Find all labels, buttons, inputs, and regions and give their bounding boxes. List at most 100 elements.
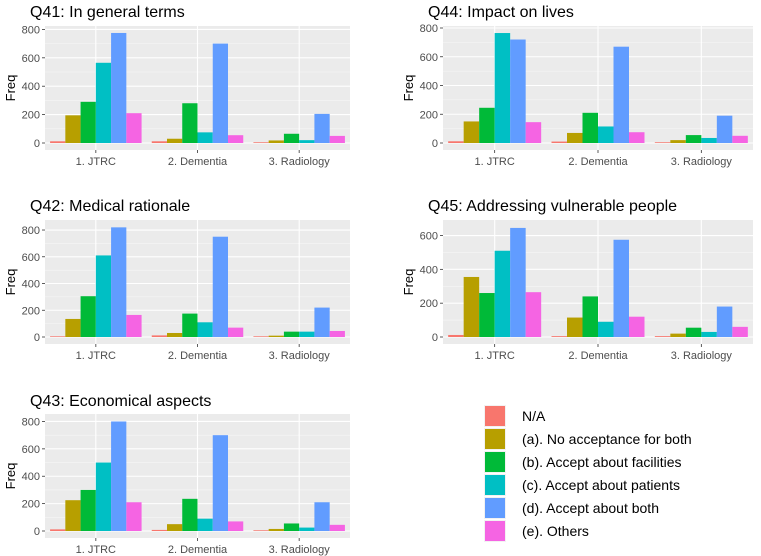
legend-label: (a). No acceptance for both bbox=[522, 431, 692, 447]
bar-c bbox=[299, 331, 315, 337]
x-tick-label: 1. JTRC bbox=[76, 544, 116, 556]
bar-b bbox=[479, 107, 495, 143]
bar-a bbox=[567, 317, 583, 337]
bar-a bbox=[65, 500, 81, 531]
bar-d bbox=[212, 236, 228, 337]
bar-b bbox=[182, 103, 198, 143]
bar-b bbox=[283, 133, 300, 143]
bar-e bbox=[329, 524, 345, 531]
legend-label: (b). Accept about facilities bbox=[522, 454, 682, 470]
bar-c bbox=[598, 321, 614, 337]
bar-a bbox=[65, 318, 81, 337]
chart-title: Q41: In general terms bbox=[30, 4, 185, 21]
q44-panel: Q44: Impact on lives 0 200 400 600 800 1. JTRC… bbox=[401, 4, 753, 168]
bar-b bbox=[80, 101, 96, 143]
bar-a bbox=[567, 132, 583, 143]
q41-panel: Q41: In general terms 0 200 400 600 800 1. JTR… bbox=[3, 4, 350, 168]
bar-na bbox=[551, 141, 567, 143]
x-tick-label: 1. JTRC bbox=[474, 156, 514, 168]
bar-e bbox=[126, 113, 142, 143]
bar-c bbox=[494, 250, 511, 337]
y-tick-label: 200 bbox=[420, 298, 438, 310]
chart-title: Q44: Impact on lives bbox=[428, 4, 574, 21]
x-tick-label: 1. JTRC bbox=[474, 350, 514, 362]
bar-b bbox=[685, 135, 702, 143]
bar-d bbox=[111, 32, 127, 144]
x-tick-label: 1. JTRC bbox=[76, 156, 116, 168]
bar-d bbox=[212, 43, 228, 144]
y-tick-label: 0 bbox=[34, 526, 40, 538]
legend-label: N/A bbox=[522, 408, 546, 424]
bar-c bbox=[197, 322, 213, 337]
bar-c bbox=[299, 140, 315, 143]
bar-e bbox=[629, 132, 645, 143]
bar-c bbox=[95, 62, 112, 143]
y-tick-label: 0 bbox=[432, 332, 438, 344]
bar-na bbox=[654, 142, 671, 143]
bar-d bbox=[111, 227, 127, 337]
y-tick-label: 400 bbox=[420, 264, 438, 276]
bar-a bbox=[167, 138, 183, 143]
bar-b bbox=[283, 331, 300, 337]
y-tick-label: 800 bbox=[22, 416, 40, 428]
bar-b bbox=[582, 296, 598, 337]
bar-c bbox=[494, 33, 511, 143]
x-tick-label: 2. Dementia bbox=[568, 156, 628, 168]
y-tick-label: 400 bbox=[22, 471, 40, 483]
bar-e bbox=[228, 521, 244, 531]
bar-b bbox=[582, 112, 598, 143]
bar-a bbox=[65, 115, 81, 143]
y-tick-label: 0 bbox=[34, 332, 40, 344]
bar-e bbox=[126, 314, 142, 337]
bar-b bbox=[283, 523, 300, 531]
x-tick-label: 2. Dementia bbox=[168, 156, 228, 168]
bar-na bbox=[253, 336, 269, 337]
chart-title: Q42: Medical rationale bbox=[30, 198, 190, 215]
bar-a bbox=[268, 335, 284, 337]
bar-e bbox=[228, 327, 244, 337]
bar-e bbox=[525, 292, 542, 337]
bar-c bbox=[197, 132, 213, 143]
legend-swatch bbox=[485, 498, 505, 518]
y-tick-label: 600 bbox=[420, 52, 438, 64]
bar-b bbox=[80, 296, 96, 337]
bar-d bbox=[613, 46, 629, 143]
chart-title: Q43: Economical aspects bbox=[30, 393, 211, 410]
y-tick-label: 200 bbox=[22, 305, 40, 317]
bar-na bbox=[551, 336, 567, 337]
bar-d bbox=[510, 39, 526, 143]
x-tick-label: 2. Dementia bbox=[168, 350, 228, 362]
legend-label: (d). Accept about both bbox=[522, 500, 659, 516]
q43-panel: Q43: Economical aspects 0 200 400 600 800 1. J… bbox=[3, 393, 350, 556]
bar-d bbox=[314, 502, 330, 531]
legend-label: (c). Accept about patients bbox=[522, 477, 680, 493]
bar-c bbox=[701, 331, 717, 337]
legend-swatch bbox=[485, 452, 505, 472]
x-tick-label: 3. Radiology bbox=[671, 350, 733, 362]
bar-na bbox=[50, 529, 66, 531]
bar-e bbox=[629, 316, 645, 337]
y-axis-label: Freq bbox=[401, 75, 416, 102]
bar-e bbox=[525, 122, 542, 143]
bar-c bbox=[299, 527, 315, 531]
x-tick-label: 3. Radiology bbox=[269, 156, 331, 168]
y-tick-label: 200 bbox=[22, 499, 40, 511]
y-tick-label: 200 bbox=[22, 110, 40, 122]
bar-d bbox=[716, 306, 733, 337]
bar-c bbox=[598, 126, 614, 143]
x-tick-label: 2. Dementia bbox=[568, 350, 628, 362]
y-axis-label: Freq bbox=[3, 269, 18, 296]
bar-b bbox=[182, 313, 198, 337]
y-tick-label: 0 bbox=[34, 138, 40, 150]
y-tick-label: 600 bbox=[420, 231, 438, 243]
bar-d bbox=[212, 435, 228, 531]
legend-swatch bbox=[485, 475, 505, 495]
x-tick-label: 3. Radiology bbox=[671, 156, 733, 168]
y-tick-label: 800 bbox=[22, 24, 40, 36]
bar-c bbox=[197, 518, 213, 531]
bar-d bbox=[716, 115, 733, 143]
x-tick-label: 3. Radiology bbox=[269, 350, 331, 362]
bar-e bbox=[126, 502, 142, 531]
y-tick-label: 600 bbox=[22, 252, 40, 264]
bar-na bbox=[654, 336, 671, 337]
